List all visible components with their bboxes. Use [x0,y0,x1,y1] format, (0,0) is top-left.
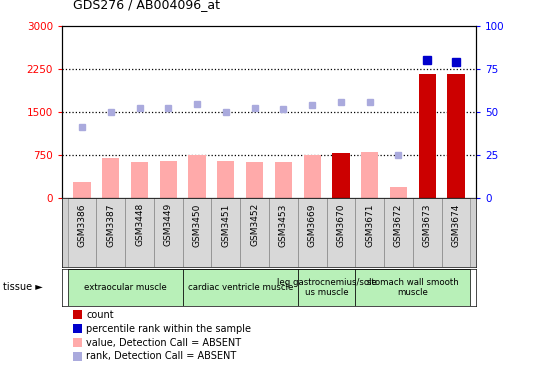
Bar [355,269,470,306]
Bar [217,161,235,198]
Bar [332,153,350,198]
Text: extraocular muscle: extraocular muscle [84,283,167,292]
Bar [384,198,413,267]
Bar [125,198,154,267]
Text: GSM3670: GSM3670 [336,203,345,247]
Bar [419,74,436,198]
Bar [240,198,269,267]
Text: GDS276 / AB004096_at: GDS276 / AB004096_at [73,0,220,11]
Text: percentile rank within the sample: percentile rank within the sample [86,324,251,334]
Text: GSM3387: GSM3387 [107,203,115,247]
Text: GSM3450: GSM3450 [193,203,202,247]
Text: GSM3452: GSM3452 [250,203,259,246]
Text: GSM3669: GSM3669 [308,203,317,247]
Text: stomach wall smooth
muscle: stomach wall smooth muscle [367,277,459,297]
Text: GSM3671: GSM3671 [365,203,374,247]
Text: GSM3674: GSM3674 [451,203,461,247]
Bar [68,198,96,267]
Bar [188,154,206,198]
Bar [269,198,298,267]
Bar [448,74,465,198]
Text: GSM3386: GSM3386 [77,203,87,247]
Bar [154,198,183,267]
Bar [96,198,125,267]
Bar [183,198,211,267]
Bar [361,152,378,198]
Bar [183,269,298,306]
Bar [211,198,240,267]
Bar [160,161,177,198]
Text: GSM3449: GSM3449 [164,203,173,246]
Bar [68,269,183,306]
Text: value, Detection Call = ABSENT: value, Detection Call = ABSENT [86,337,241,348]
Bar [390,187,407,198]
Bar [275,162,292,198]
Bar [413,198,442,267]
Text: GSM3453: GSM3453 [279,203,288,247]
Text: rank, Detection Call = ABSENT: rank, Detection Call = ABSENT [86,351,236,362]
Text: cardiac ventricle muscle: cardiac ventricle muscle [188,283,293,292]
Text: GSM3451: GSM3451 [221,203,230,247]
Bar [298,198,327,267]
Bar [327,198,355,267]
Bar [131,162,148,198]
Text: leg gastrocnemius/sole
us muscle: leg gastrocnemius/sole us muscle [277,277,377,297]
Bar [73,182,90,198]
Bar [442,198,470,267]
Bar [303,154,321,198]
Text: count: count [86,310,114,320]
Text: GSM3673: GSM3673 [423,203,431,247]
Text: tissue ►: tissue ► [3,282,43,292]
Bar [102,157,119,198]
Bar [355,198,384,267]
Bar [298,269,355,306]
Bar [246,162,263,198]
Text: GSM3672: GSM3672 [394,203,403,247]
Text: GSM3448: GSM3448 [135,203,144,246]
